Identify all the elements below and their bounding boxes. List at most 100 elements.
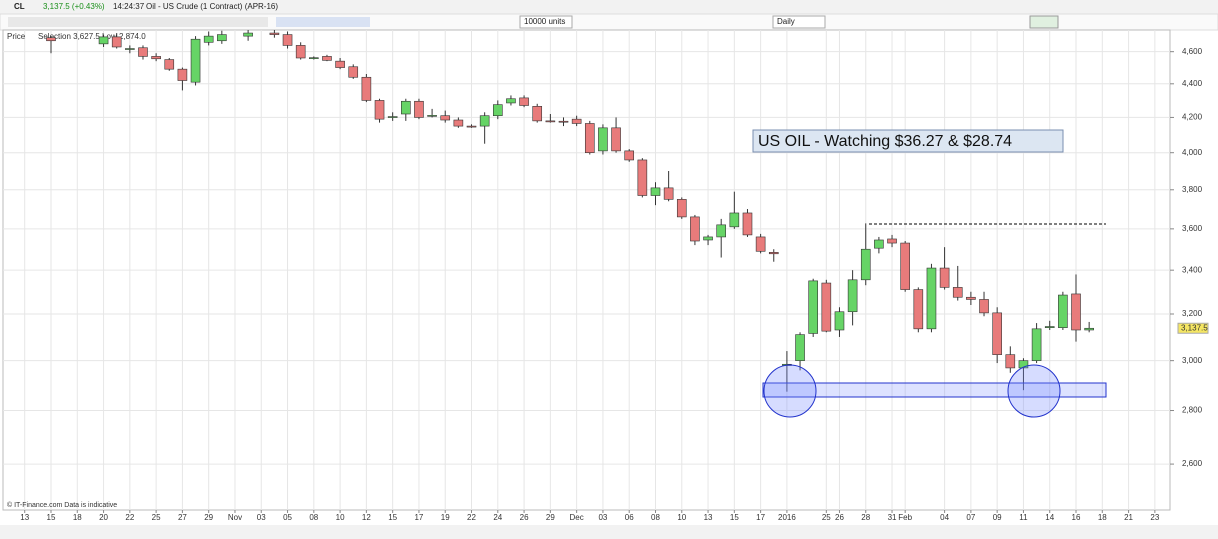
support-circle — [763, 364, 817, 418]
y-tick-label: 3,600 — [1182, 224, 1203, 233]
candle-body — [558, 120, 569, 123]
x-tick-label: 03 — [257, 513, 266, 522]
x-tick-label: 18 — [1098, 513, 1107, 522]
y-tick-label: 3,200 — [1182, 309, 1203, 318]
candle-body — [309, 57, 319, 59]
y-tick-label: 3,000 — [1182, 356, 1203, 365]
x-tick-label: 06 — [625, 513, 634, 522]
x-tick-label: 26 — [520, 513, 529, 522]
candle-body — [519, 97, 529, 106]
candle-body — [203, 35, 214, 43]
candle-body — [887, 238, 897, 244]
candle-body — [335, 60, 345, 68]
candle-body — [98, 36, 109, 45]
candle-body — [795, 334, 805, 361]
candle-body — [703, 236, 713, 241]
x-tick-label: Dec — [570, 513, 584, 522]
candle-body — [690, 216, 700, 242]
candle-body — [1058, 294, 1068, 328]
x-tick-label: 15 — [730, 513, 739, 522]
candle-body — [453, 119, 464, 127]
x-tick-label: 18 — [73, 513, 82, 522]
x-tick-label: 04 — [940, 513, 949, 522]
candle-body — [676, 199, 687, 218]
x-tick-label: 16 — [1072, 513, 1081, 522]
candle-body — [663, 187, 674, 200]
candle-body — [742, 212, 753, 236]
y-tick-label: 3,400 — [1182, 265, 1203, 274]
y-tick-label: 4,600 — [1182, 47, 1203, 56]
candle-body — [834, 311, 845, 331]
candle-body — [427, 115, 437, 117]
candle-body — [900, 242, 910, 290]
x-tick-label: 23 — [1150, 513, 1159, 522]
x-tick-label: 14 — [1045, 513, 1054, 522]
x-tick-label: 28 — [861, 513, 870, 522]
candle-body — [913, 289, 924, 330]
support-circle — [1007, 364, 1061, 418]
x-tick-label: 24 — [493, 513, 502, 522]
tool-icons[interactable] — [8, 15, 1059, 29]
candle-body — [164, 59, 175, 70]
x-tick-label: 10 — [336, 513, 345, 522]
legend-label: Price — [7, 32, 26, 41]
x-tick-label: 17 — [756, 513, 765, 522]
candle-body — [479, 115, 490, 127]
x-tick-label: 22 — [467, 513, 476, 522]
drawing-tools[interactable] — [8, 17, 268, 27]
candle-body — [939, 267, 950, 288]
candle-body — [374, 100, 385, 120]
x-tick-label: 03 — [598, 513, 607, 522]
units-select[interactable] — [519, 15, 573, 29]
candle-body — [716, 224, 726, 238]
x-tick-label: Nov — [228, 513, 242, 522]
candle-body — [650, 187, 661, 196]
y-tick-label: 4,000 — [1182, 148, 1203, 157]
x-tick-label: 22 — [125, 513, 134, 522]
candle-body — [1005, 354, 1016, 369]
candle-body — [1031, 328, 1042, 361]
bottom-bar — [0, 525, 1218, 539]
candle-body — [966, 296, 976, 300]
candle-body — [387, 116, 398, 118]
candle-body — [190, 38, 201, 83]
candles — [46, 30, 1094, 392]
candle-body — [492, 104, 503, 117]
candle-body — [1018, 360, 1029, 369]
x-tick-label: 13 — [20, 513, 29, 522]
period-select[interactable] — [772, 15, 826, 29]
candle-body — [217, 34, 227, 42]
x-tick-label: 25 — [822, 513, 831, 522]
candle-body — [1084, 327, 1094, 331]
y-tick-label: 4,400 — [1182, 79, 1203, 88]
x-tick-label: 20 — [99, 513, 108, 522]
last-price-label: 3,137.5 — [1181, 323, 1208, 332]
candle-body — [545, 120, 556, 123]
x-tick-label: 17 — [414, 513, 423, 522]
candle-body — [584, 123, 595, 153]
x-tick-label: 29 — [546, 513, 555, 522]
x-tick-label: 21 — [1124, 513, 1133, 522]
candle-body — [847, 279, 858, 313]
candle-body — [361, 76, 372, 101]
x-tick-label: 11 — [1019, 513, 1028, 522]
quote-bar — [0, 0, 1218, 14]
x-tick-label: 31 — [888, 513, 897, 522]
candle-body — [125, 48, 135, 50]
candle-body — [466, 125, 477, 128]
x-tick-label: 07 — [966, 513, 975, 522]
x-tick-label: 08 — [309, 513, 318, 522]
x-tick-label: 09 — [993, 513, 1002, 522]
x-tick-label: Feb — [898, 513, 912, 522]
color-tools[interactable] — [276, 17, 370, 27]
candle-body — [440, 115, 451, 121]
candle-body — [874, 239, 884, 249]
x-tick-label: 19 — [441, 513, 450, 522]
chart-type[interactable] — [1029, 15, 1059, 29]
candle-body — [926, 267, 937, 330]
support-zone — [762, 382, 1107, 398]
candle-body — [506, 98, 516, 104]
candle-body — [992, 312, 1002, 355]
candle-body — [755, 236, 766, 252]
